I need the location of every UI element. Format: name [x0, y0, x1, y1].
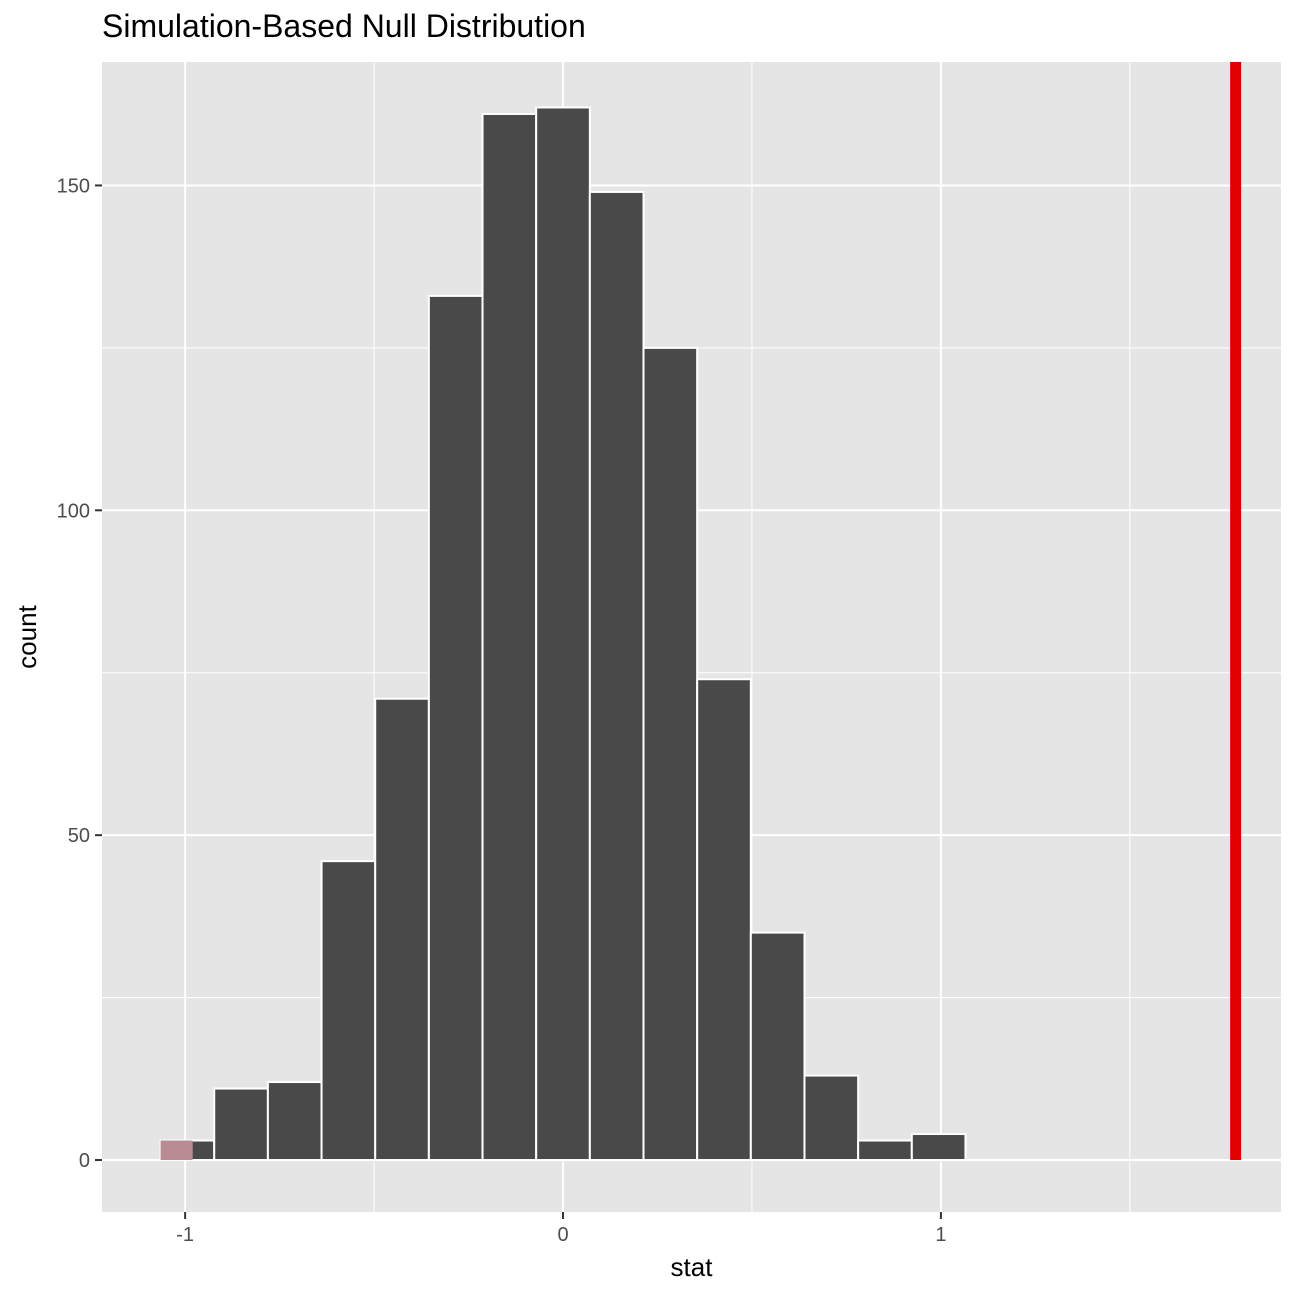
histogram-bars [159, 106, 967, 1162]
histogram-bar [696, 678, 752, 1162]
x-axis-title: stat [671, 1252, 714, 1282]
shaded-tail-rect [160, 1140, 193, 1161]
histogram-bar [481, 112, 538, 1162]
y-tick-label: 0 [79, 1150, 90, 1172]
histogram-bar [427, 294, 484, 1162]
histogram-bar [535, 106, 591, 1162]
histogram-bar [642, 346, 699, 1162]
y-tick-label: 100 [57, 500, 90, 522]
histogram-bar [857, 1139, 913, 1162]
y-tick-label: 50 [68, 825, 90, 847]
histogram-bar [374, 697, 430, 1162]
histogram-bar [803, 1074, 860, 1162]
histogram-bar [910, 1133, 967, 1162]
x-tick-label: 1 [935, 1224, 946, 1246]
histogram-bar [320, 860, 377, 1162]
y-tick-label: 150 [57, 175, 90, 197]
shaded-region [160, 1140, 193, 1161]
histogram-bar [266, 1081, 323, 1162]
axes: -1 0 1 0 50 100 150 [57, 175, 947, 1246]
histogram-bar [213, 1087, 269, 1162]
x-tick-label: 0 [557, 1224, 568, 1246]
histogram-bar [588, 190, 645, 1162]
chart-title: Simulation-Based Null Distribution [102, 8, 586, 44]
y-axis-title: count [12, 604, 42, 668]
histogram-bar [749, 931, 806, 1162]
x-tick-label: -1 [176, 1224, 194, 1246]
